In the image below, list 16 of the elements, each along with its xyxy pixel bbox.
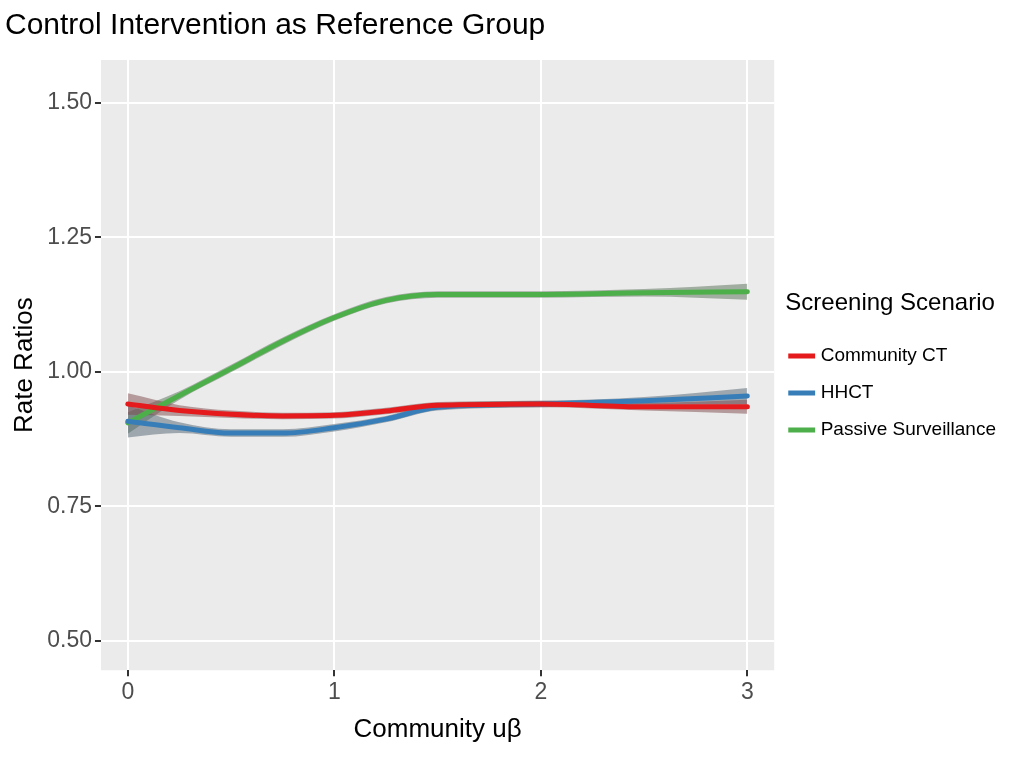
chart-title: Control Intervention as Reference Group xyxy=(5,7,546,41)
y-tick-label: 1.00 xyxy=(47,357,92,384)
y-tick-label: 1.25 xyxy=(47,222,92,249)
x-axis-title: Community uβ xyxy=(353,712,522,743)
y-tick-label: 1.50 xyxy=(47,88,92,115)
x-tick-label: 2 xyxy=(534,678,548,705)
y-tick-label: 0.75 xyxy=(47,491,92,518)
x-tick-label: 0 xyxy=(121,678,135,705)
x-tick-label: 1 xyxy=(327,678,341,705)
legend-label: Community CT xyxy=(820,344,948,366)
legend-title: Screening Scenario xyxy=(785,288,995,316)
y-tick-label: 0.50 xyxy=(47,625,92,652)
legend-label: Passive Surveillance xyxy=(820,418,997,440)
x-tick-label: 3 xyxy=(740,678,754,705)
y-axis-title: Rate Ratios xyxy=(7,297,38,434)
legend-label: HHCT xyxy=(820,381,874,403)
